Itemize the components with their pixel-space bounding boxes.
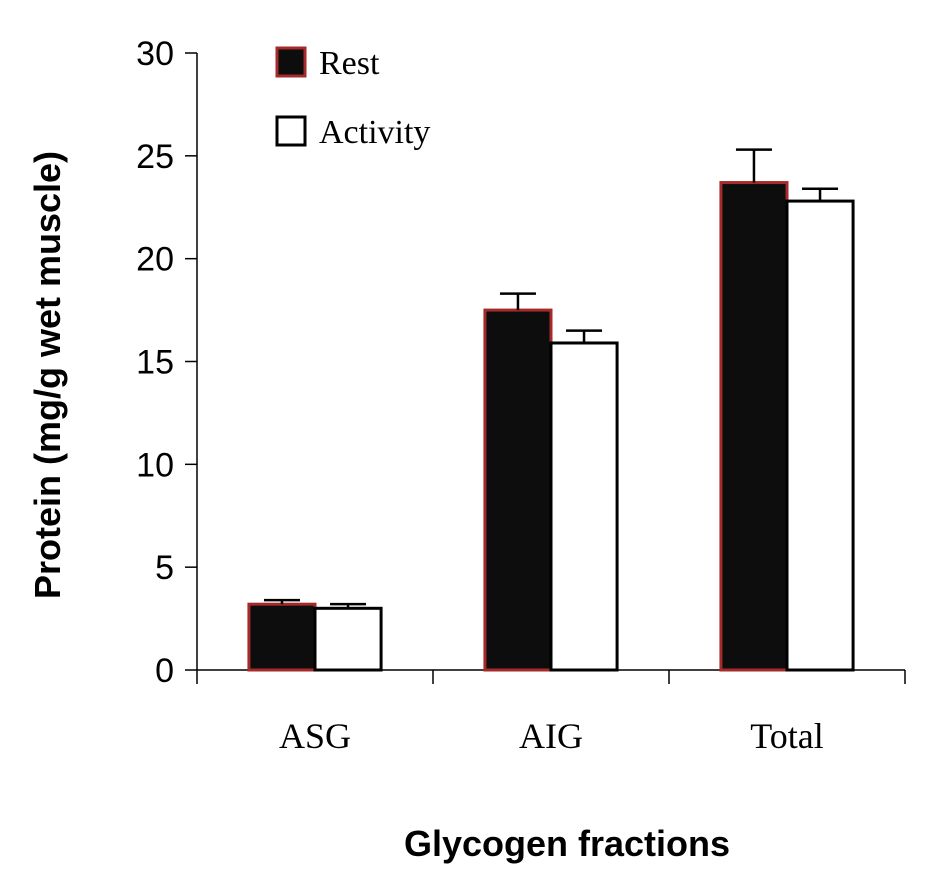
legend-swatch-rest [275, 46, 307, 78]
bars [247, 148, 855, 672]
x-axis-title: Glycogen fractions [404, 823, 730, 864]
y-tick-label: 15 [136, 344, 174, 382]
legend: Rest Activity [275, 45, 430, 151]
y-tick-label: 0 [155, 652, 174, 690]
bar-rest-asg [247, 602, 317, 672]
x-tick-label: AIG [519, 716, 583, 756]
y-tick-label: 5 [155, 549, 174, 587]
y-tick-label: 30 [136, 35, 174, 73]
bar-activity-asg [313, 606, 383, 672]
legend-swatch-activity [275, 115, 307, 147]
legend-label-activity: Activity [319, 114, 430, 151]
labels: 0 5 10 15 20 25 30 ASG AIG Total [136, 35, 824, 756]
y-axis-title: Protein (mg/g wet muscle) [27, 151, 68, 599]
x-tick-label: ASG [279, 716, 351, 756]
bar-rest-total [719, 181, 789, 672]
bar-activity-total [785, 199, 855, 672]
bar-rest-aig [483, 308, 553, 672]
legend-label-rest: Rest [319, 45, 380, 82]
x-tick-label: Total [750, 716, 823, 756]
y-tick-label: 20 [136, 241, 174, 279]
bar-activity-aig [549, 341, 619, 672]
y-tick-label: 25 [136, 138, 174, 176]
y-tick-label: 10 [136, 446, 174, 484]
